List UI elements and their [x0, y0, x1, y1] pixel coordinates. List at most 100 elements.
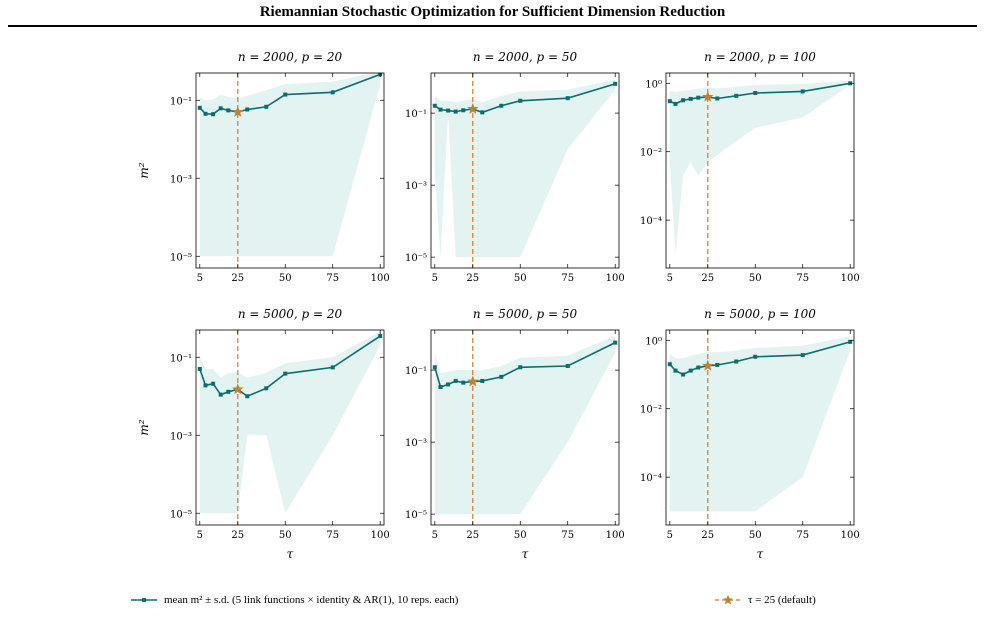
y-tick-label: 10⁻¹ — [170, 96, 192, 107]
legend-reference: τ = 25 (default) — [714, 594, 816, 606]
x-tick-label: 100 — [841, 530, 860, 541]
axes-frame — [665, 329, 855, 526]
data-point — [734, 359, 739, 364]
data-point — [673, 101, 678, 106]
reference-star — [232, 105, 244, 117]
y-axis-label: m² — [137, 419, 151, 435]
y-axis-label: m² — [137, 162, 151, 178]
panel-4: 5 25 50 75 100 10⁻⁵ 10⁻³ 10⁻¹ n = 5000, p = 20 τ m… — [137, 307, 390, 561]
data-point — [245, 107, 250, 112]
y-tick-label: 10⁻³ — [170, 431, 192, 442]
data-point — [226, 108, 231, 113]
data-point — [197, 105, 202, 110]
legend-reference-swatch — [715, 594, 741, 605]
x-tick-label: 50 — [514, 273, 527, 284]
y-tick-label: 10⁻¹ — [405, 366, 427, 377]
x-tick-label: 5 — [667, 273, 673, 284]
y-tick-label: 10⁻² — [640, 148, 662, 159]
x-tick-label: 75 — [561, 530, 574, 541]
y-tick-label: 10⁻³ — [405, 438, 427, 449]
data-point — [453, 378, 458, 383]
data-point — [461, 108, 466, 113]
x-axis-label: τ — [522, 547, 529, 561]
x-tick-label: 25 — [701, 273, 714, 284]
plot-area — [432, 330, 618, 525]
data-point — [688, 368, 693, 373]
panel-1: 5 25 50 75 100 10⁻⁵ 10⁻³ 10⁻¹ n = 2000, p = 20 m² — [137, 50, 390, 284]
plot-area — [667, 73, 853, 268]
y-tick-label: 10⁻⁵ — [405, 253, 427, 264]
x-tick-label: 100 — [606, 530, 625, 541]
y-tick-label: 10⁰ — [645, 336, 662, 347]
panel-title: n = 5000, p = 100 — [704, 307, 816, 321]
x-tick-label: 100 — [606, 273, 625, 284]
legend-series-swatch — [131, 598, 157, 602]
x-tick-label: 5 — [667, 530, 673, 541]
data-point — [753, 354, 758, 359]
panel-5: 5 25 50 75 100 10⁻⁵ 10⁻³ 10⁻¹ n = 5000, p = 50 τ — [405, 307, 625, 561]
data-point — [378, 334, 383, 339]
data-point — [696, 365, 701, 370]
data-point — [696, 95, 701, 100]
panel-title: n = 2000, p = 50 — [473, 50, 578, 64]
data-point — [681, 372, 686, 377]
legend-series: mean m² ± s.d. (5 link functions × ident… — [130, 594, 458, 606]
data-point — [283, 92, 288, 97]
data-point — [211, 112, 216, 117]
x-tick-label: 100 — [371, 273, 390, 284]
axes-frame — [665, 72, 855, 269]
plot-area — [197, 73, 383, 268]
data-point — [480, 378, 485, 383]
data-point — [800, 353, 805, 358]
data-point — [438, 384, 443, 389]
data-point — [226, 389, 231, 394]
data-point — [565, 96, 570, 101]
reference-star — [467, 375, 479, 387]
x-tick-label: 5 — [197, 273, 203, 284]
plot-area — [667, 330, 853, 525]
data-point — [480, 110, 485, 115]
panel-title: n = 5000, p = 20 — [238, 307, 343, 321]
y-tick-label: 10⁻² — [640, 405, 662, 416]
data-point — [432, 365, 437, 370]
sd-band — [434, 335, 616, 515]
panel-title: n = 2000, p = 20 — [238, 50, 343, 64]
x-tick-label: 5 — [432, 273, 438, 284]
x-tick-label: 50 — [279, 530, 292, 541]
data-point — [518, 98, 523, 103]
data-point — [218, 106, 223, 111]
panel-3: 5 25 50 75 100 10⁻⁴ 10⁻² 10⁰ n = 2000, p = 100 — [640, 50, 860, 284]
figure: 5 25 50 75 100 10⁻⁵ 10⁻³ 10⁻¹ n = 2000, p = 20 m²… — [137, 50, 860, 561]
data-point — [245, 394, 250, 399]
panel-title: n = 5000, p = 50 — [473, 307, 578, 321]
reference-star — [467, 102, 479, 114]
data-point — [438, 107, 443, 112]
x-tick-label: 75 — [561, 273, 574, 284]
data-point — [753, 91, 758, 96]
data-point — [446, 382, 451, 387]
reference-star — [232, 383, 244, 395]
data-point — [499, 374, 504, 379]
data-point — [203, 383, 208, 388]
sd-band — [669, 336, 851, 512]
x-tick-label: 25 — [701, 530, 714, 541]
data-point — [218, 392, 223, 397]
y-tick-label: 10⁻⁵ — [170, 252, 192, 263]
axes-frame — [430, 329, 620, 526]
legend-reference-label: τ = 25 (default) — [748, 594, 816, 606]
data-point — [848, 339, 853, 344]
data-point — [453, 109, 458, 114]
data-point — [264, 386, 269, 391]
data-point — [518, 365, 523, 370]
data-point — [461, 380, 466, 385]
data-point — [446, 108, 451, 113]
data-point — [432, 103, 437, 108]
data-point — [211, 381, 216, 386]
data-point — [667, 362, 672, 367]
x-tick-label: 50 — [749, 530, 762, 541]
y-tick-label: 10⁻¹ — [170, 353, 192, 364]
x-tick-label: 25 — [466, 530, 479, 541]
data-point — [715, 96, 720, 101]
x-tick-label: 5 — [432, 530, 438, 541]
x-tick-label: 5 — [197, 530, 203, 541]
